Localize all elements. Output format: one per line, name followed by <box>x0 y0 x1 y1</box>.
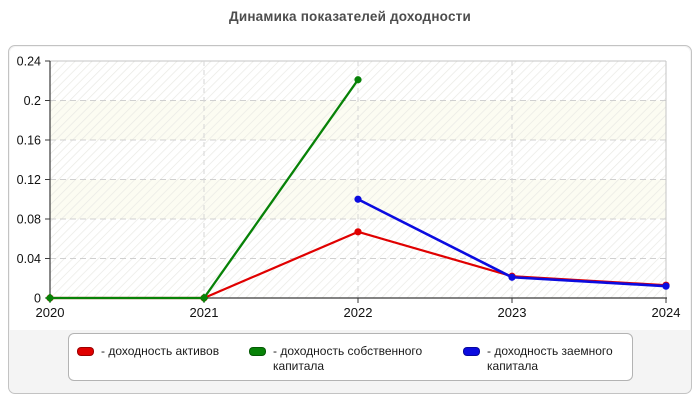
legend-label-debt: - доходность заемного капитала <box>487 344 613 373</box>
chart-title: Динамика показателей доходности <box>229 9 471 24</box>
legend-swatch-red <box>77 347 94 356</box>
legend-item-equity: - доходность собственного капитала <box>249 344 451 374</box>
legend-label-equity: - доходность собственного капитала <box>273 344 423 373</box>
chart-plot-background <box>10 47 690 330</box>
legend-item-debt: - доходность заемного капитала <box>463 344 632 374</box>
legend-item-assets: - доходность активов <box>77 344 219 359</box>
chart-legend: - доходность активов - доходность собств… <box>68 333 633 381</box>
legend-label-assets: - доходность активов <box>101 344 220 358</box>
legend-swatch-blue <box>463 347 480 356</box>
legend-swatch-green <box>249 347 266 356</box>
